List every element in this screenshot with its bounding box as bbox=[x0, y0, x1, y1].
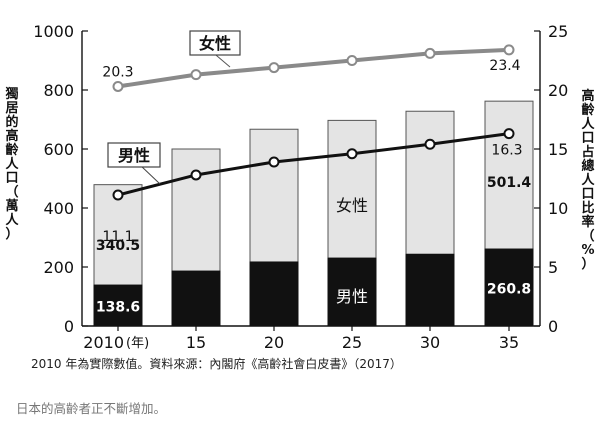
point-male bbox=[424, 138, 436, 150]
axis-label-char: 獨 bbox=[5, 87, 19, 102]
axis-label-char: 居 bbox=[5, 101, 19, 116]
line-male bbox=[117, 132, 510, 197]
left-axis-label: 獨居的高齡人口（萬人） bbox=[2, 88, 22, 242]
bar-male bbox=[327, 257, 377, 327]
bar-label-female: 340.5 bbox=[96, 238, 140, 254]
axis-label-char: 人 bbox=[5, 213, 19, 228]
x-tick-label: 25 bbox=[342, 333, 362, 350]
line-label-female: 23.4 bbox=[489, 58, 520, 74]
x-tick-label: 35 bbox=[499, 333, 519, 350]
right-tick-label: 20 bbox=[548, 81, 568, 100]
point-male bbox=[268, 156, 280, 168]
left-tick-label: 200 bbox=[43, 258, 74, 277]
axis-label-char: 口 bbox=[581, 131, 595, 146]
bar-inner-label-female: 女性 bbox=[336, 196, 368, 215]
bar-female bbox=[249, 128, 299, 263]
legend-label-female: 女性 bbox=[199, 34, 231, 53]
bar-male bbox=[484, 248, 534, 327]
point-female bbox=[424, 47, 436, 59]
axis-label-char: 人 bbox=[5, 157, 19, 172]
bar-female bbox=[171, 148, 221, 272]
point-male bbox=[503, 128, 515, 140]
bar-female bbox=[93, 184, 143, 286]
axis-label-char: 的 bbox=[5, 115, 19, 130]
bar-female bbox=[405, 110, 455, 255]
point-male bbox=[112, 189, 124, 201]
image-subcaption: 日本的高齡者正不斷增加。 bbox=[16, 401, 167, 416]
axis-label-char: 口 bbox=[5, 171, 19, 186]
axis-label-char: 齡 bbox=[5, 143, 19, 158]
axis-label-char: 口 bbox=[581, 187, 595, 202]
line-female bbox=[117, 47, 510, 89]
bar-male bbox=[249, 261, 299, 327]
left-tick-label: 0 bbox=[64, 317, 74, 336]
point-female bbox=[346, 55, 358, 66]
axis-label-char: ） bbox=[581, 257, 595, 272]
right-tick-label: 25 bbox=[548, 22, 568, 41]
legend-box-female bbox=[189, 30, 241, 56]
left-tick-label: 600 bbox=[43, 140, 74, 159]
bar-label-female: 501.4 bbox=[487, 175, 532, 191]
legend-leader-male bbox=[139, 164, 161, 185]
bar-label-male: 138.6 bbox=[96, 300, 140, 316]
axis-label-char: 占 bbox=[581, 145, 595, 160]
point-male bbox=[346, 148, 358, 160]
point-female bbox=[190, 69, 202, 81]
bar-female bbox=[484, 100, 534, 250]
line-label-male: 11.1 bbox=[102, 229, 133, 245]
bar-label-male: 260.8 bbox=[487, 282, 531, 298]
line-label-male: 16.3 bbox=[491, 143, 522, 159]
bar-male bbox=[405, 253, 455, 327]
axis-label-char: 比 bbox=[581, 201, 595, 216]
axis-label-char: 率 bbox=[581, 215, 595, 230]
x-tick-label: 2010 bbox=[83, 333, 124, 350]
bar-female bbox=[327, 119, 377, 259]
left-tick-label: 1000 bbox=[33, 22, 74, 41]
left-tick-label: 800 bbox=[43, 81, 74, 100]
axis-label-char: （ bbox=[5, 185, 19, 200]
right-axis-label: 高齡人口占總人口比率（%） bbox=[578, 90, 598, 272]
axis-label-char: 高 bbox=[581, 89, 595, 104]
right-tick-label: 10 bbox=[548, 199, 568, 218]
right-tick-label: 0 bbox=[548, 317, 558, 336]
axis-label-char: 齡 bbox=[581, 103, 595, 118]
chart: 0 200 400 600 800 1000 0 5 10 15 20 25 2010 (年) 15 20 25… bbox=[33, 22, 568, 350]
axis-label-char: （ bbox=[581, 229, 595, 244]
legend-label-male: 男性 bbox=[118, 146, 150, 165]
x-tick-label: 20 bbox=[264, 333, 284, 350]
x-tick-label: 15 bbox=[186, 333, 206, 350]
point-female bbox=[268, 62, 280, 74]
point-female bbox=[503, 44, 515, 56]
bar-male bbox=[93, 284, 143, 327]
axis-label-char: 高 bbox=[5, 129, 19, 144]
line-label-female: 20.3 bbox=[102, 64, 133, 80]
legend-box-male bbox=[107, 142, 161, 168]
bar-male bbox=[171, 270, 221, 327]
chart-caption: 2010 年為實際數值。資料來源：內閣府《高齡社會白皮書》（2017） bbox=[31, 357, 402, 371]
axis-label-char: 總 bbox=[581, 159, 595, 174]
point-female bbox=[112, 80, 124, 92]
right-tick-label: 5 bbox=[548, 258, 558, 277]
axis-label-char: 人 bbox=[581, 173, 595, 188]
bar-inner-label-male: 男性 bbox=[336, 287, 368, 306]
x-unit-label: (年) bbox=[126, 336, 149, 350]
x-tick-label: 30 bbox=[420, 333, 440, 350]
left-tick-label: 400 bbox=[43, 199, 74, 218]
point-male bbox=[190, 169, 202, 181]
axis-label-char: 萬 bbox=[5, 199, 19, 214]
axis-label-char: 人 bbox=[581, 117, 595, 132]
right-tick-label: 15 bbox=[548, 140, 568, 159]
axis-label-char: % bbox=[581, 243, 595, 258]
axis-label-char: ） bbox=[5, 227, 19, 242]
